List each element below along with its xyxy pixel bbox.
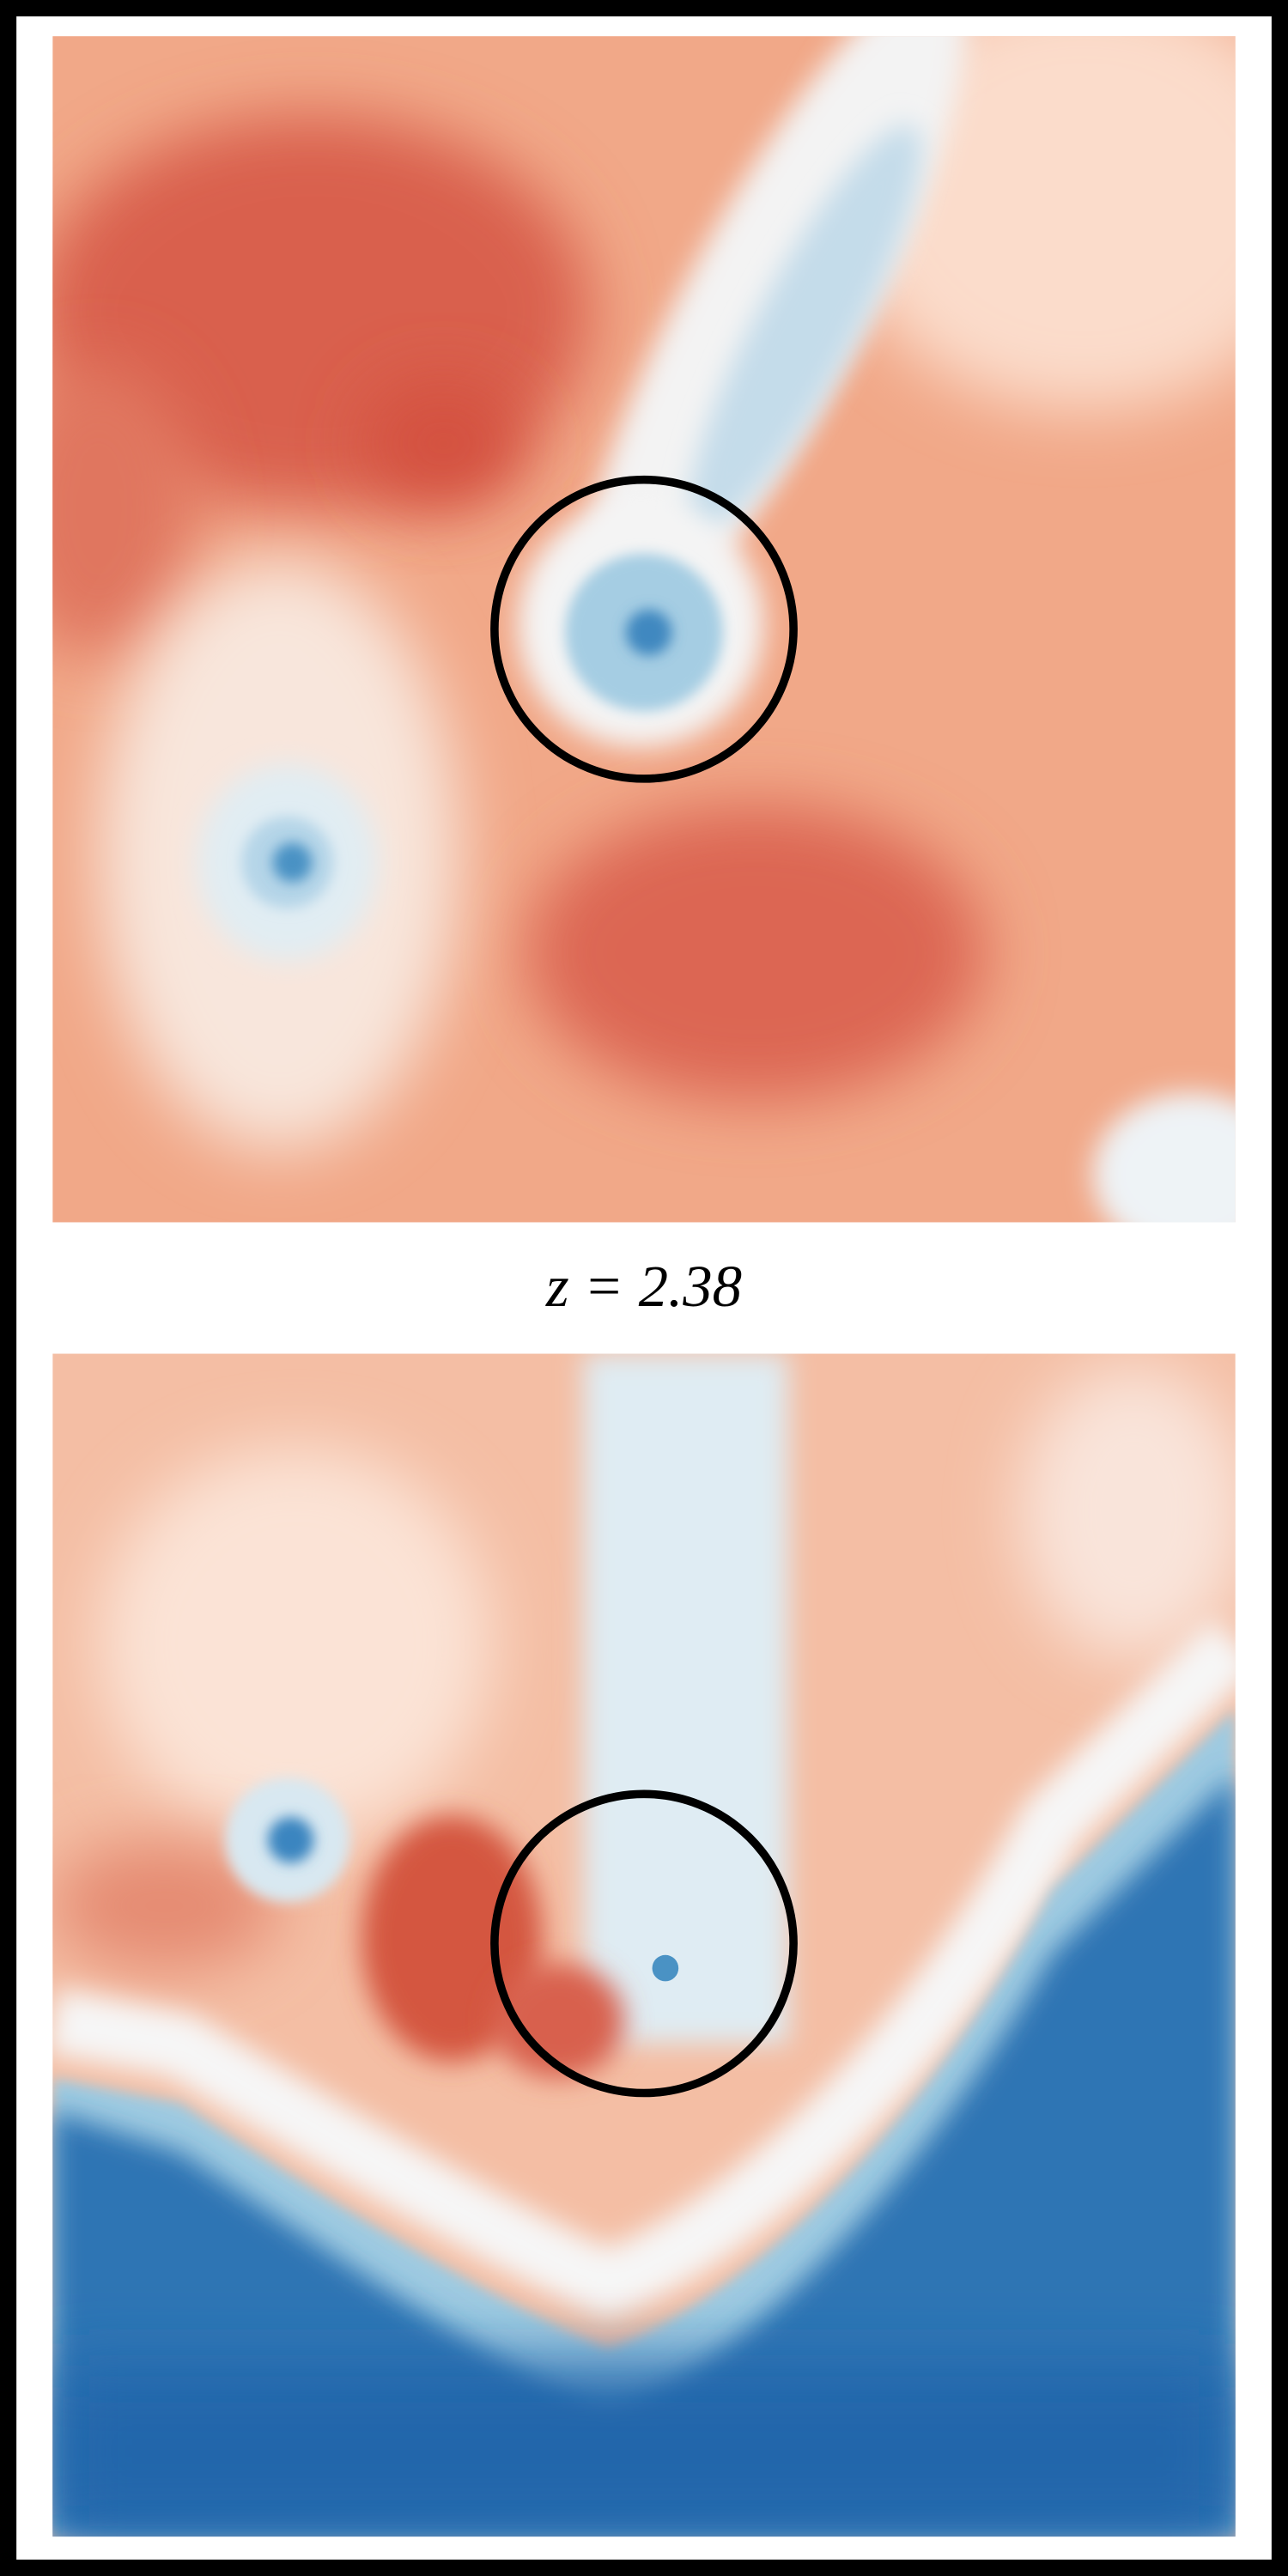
top-heatmap bbox=[52, 36, 1236, 1223]
bottom-heatmap bbox=[52, 1353, 1236, 2537]
redshift-label: z = 2.38 bbox=[545, 1254, 742, 1319]
highlight-circle bbox=[490, 475, 798, 783]
highlight-circle bbox=[490, 1789, 798, 2098]
